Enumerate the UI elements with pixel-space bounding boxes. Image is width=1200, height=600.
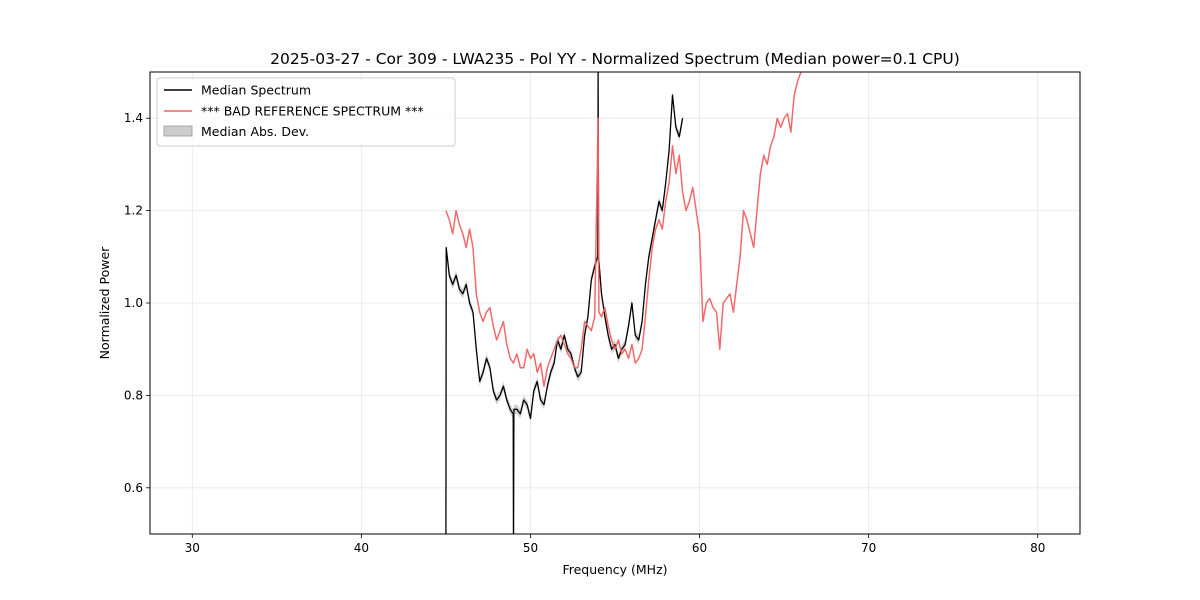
y-tick-label: 1.4 xyxy=(124,111,143,125)
plot-area xyxy=(150,72,1080,534)
y-tick-label: 0.8 xyxy=(124,388,143,402)
y-axis: 0.6 0.8 1.0 1.2 1.4 xyxy=(124,111,150,495)
y-tick-label: 1.0 xyxy=(124,296,143,310)
chart-title: 2025-03-27 - Cor 309 - LWA235 - Pol YY -… xyxy=(270,50,960,68)
legend-swatch-mad xyxy=(163,125,193,137)
y-axis-label: Normalized Power xyxy=(97,246,112,360)
legend: Median Spectrum *** BAD REFERENCE SPECTR… xyxy=(156,77,456,147)
x-tick-label: 50 xyxy=(523,541,538,555)
x-tick-label: 30 xyxy=(185,541,200,555)
y-tick-label: 0.6 xyxy=(124,481,143,495)
series-layer xyxy=(445,72,802,534)
y-tick-label: 1.2 xyxy=(124,204,143,218)
gridlines xyxy=(150,72,1080,534)
x-tick-label: 40 xyxy=(354,541,369,555)
legend-label-bad-reference: *** BAD REFERENCE SPECTRUM *** xyxy=(201,104,424,119)
series-median-spectrum xyxy=(445,72,684,534)
legend-label-mad: Median Abs. Dev. xyxy=(201,124,309,139)
x-tick-label: 80 xyxy=(1030,541,1045,555)
series-bad-reference-spectrum xyxy=(445,72,802,387)
x-tick-label: 70 xyxy=(861,541,876,555)
x-tick-label: 60 xyxy=(692,541,707,555)
legend-label-median-spectrum: Median Spectrum xyxy=(201,83,311,98)
legend-box xyxy=(156,77,456,147)
x-axis-label: Frequency (MHz) xyxy=(562,562,667,577)
x-axis: 30 40 50 60 70 80 xyxy=(185,534,1045,555)
